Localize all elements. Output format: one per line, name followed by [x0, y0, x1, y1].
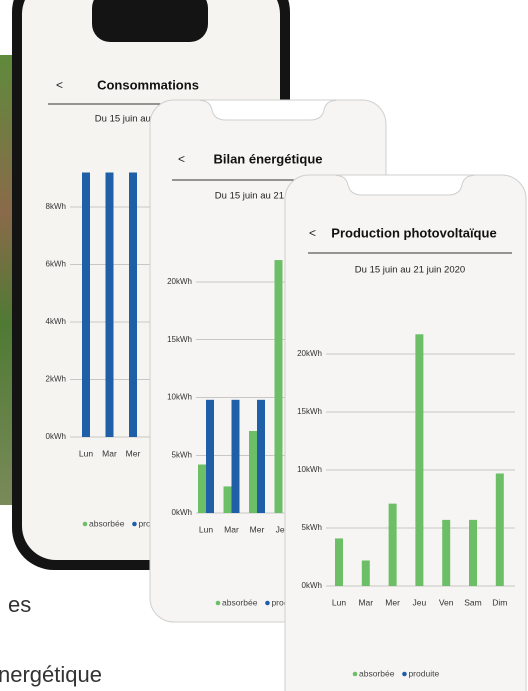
phone-screen: [284, 174, 527, 691]
bar: [198, 464, 206, 513]
back-button[interactable]: <: [309, 226, 316, 240]
y-tick-label: 0kWh: [46, 432, 66, 441]
y-tick-label: 15kWh: [297, 407, 322, 416]
legend-dot: [132, 521, 137, 527]
y-tick-label: 6kWh: [46, 260, 66, 269]
legend-label: produite: [408, 668, 439, 678]
y-tick-label: 8kWh: [46, 202, 66, 211]
bar: [257, 399, 265, 513]
x-tick-label: Sam: [464, 597, 481, 607]
x-tick-label: Mar: [224, 524, 239, 534]
x-tick-label: Jeu: [413, 597, 427, 607]
back-button[interactable]: <: [178, 152, 185, 166]
y-tick-label: 2kWh: [46, 375, 66, 384]
x-tick-label: Jeu: [276, 524, 290, 534]
bar: [82, 172, 90, 437]
x-tick-label: Mar: [102, 448, 117, 458]
y-tick-label: 20kWh: [167, 277, 192, 286]
y-tick-label: 0kWh: [302, 581, 322, 590]
bar: [361, 560, 370, 586]
y-tick-label: 5kWh: [302, 523, 322, 532]
legend-dot: [265, 600, 270, 606]
legend-label: absorbée: [222, 597, 258, 607]
caption-text: es: [8, 592, 31, 617]
x-tick-label: Dim: [492, 597, 507, 607]
legend-label: absorbée: [359, 668, 395, 678]
bar: [415, 334, 424, 586]
legend-dot: [215, 600, 221, 606]
y-tick-label: 15kWh: [167, 335, 192, 344]
x-tick-label: Mar: [358, 597, 373, 607]
bar: [105, 172, 114, 437]
chart: 0kWh 5kWh 10kWh 15kWh 20kWh Lun Mar Mer Jeu Ven Sa…: [297, 334, 515, 678]
bar: [206, 399, 214, 513]
bar: [129, 172, 137, 437]
bar: [469, 519, 477, 586]
back-button[interactable]: <: [56, 78, 63, 92]
bar: [223, 486, 232, 513]
bar: [495, 473, 504, 586]
bar: [249, 430, 257, 513]
y-tick-label: 20kWh: [297, 349, 322, 358]
x-tick-label: Lun: [332, 597, 346, 607]
x-tick-label: Lun: [79, 448, 93, 458]
x-tick-label: Ven: [439, 597, 454, 607]
y-tick-label: 5kWh: [172, 450, 192, 459]
x-tick-label: Mer: [126, 448, 141, 458]
x-tick-label: Mer: [385, 597, 400, 607]
screen-subtitle: Du 15 juin au 21 juin 2020: [215, 191, 325, 202]
screen-subtitle: Du 15 juin au 21 juin 2020: [355, 265, 465, 276]
bar: [274, 260, 283, 513]
legend-label: absorbée: [89, 518, 125, 528]
y-tick-label: 4kWh: [46, 317, 66, 326]
y-tick-label: 10kWh: [297, 465, 322, 474]
bar: [442, 519, 451, 586]
bar: [231, 399, 240, 513]
screen-title: Consommations: [97, 77, 199, 92]
caption-text: nergétique: [0, 662, 102, 687]
x-tick-label: Mer: [250, 524, 265, 534]
legend-dot: [402, 671, 407, 677]
y-tick-label: 0kWh: [172, 508, 192, 517]
phone-notch: [199, 100, 337, 121]
legend-dot: [82, 521, 88, 527]
y-tick-label: 10kWh: [167, 393, 192, 402]
phone-notch: [92, 0, 208, 42]
screen-title: Bilan énergétique: [213, 151, 322, 166]
bar: [388, 503, 397, 586]
legend-dot: [352, 671, 358, 677]
x-tick-label: Lun: [199, 524, 213, 534]
bar: [335, 538, 343, 586]
screen-title: Production photovoltaïque: [331, 225, 496, 240]
phone-notch: [335, 175, 475, 196]
